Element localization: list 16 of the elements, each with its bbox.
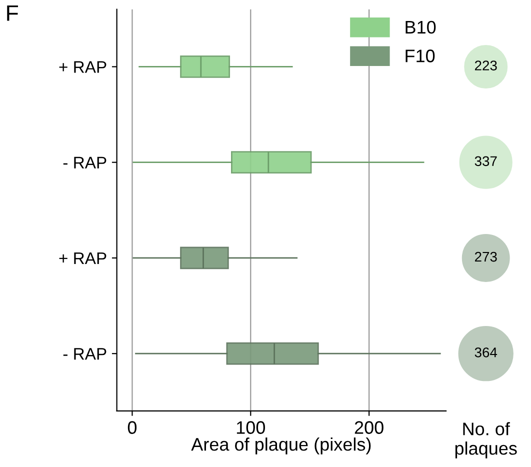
chart-title: F: [7, 5, 18, 21]
legend-label: F10: [406, 50, 435, 62]
x-tick-label: 0: [128, 421, 137, 434]
y-tick-label: + RAP: [59, 252, 106, 264]
data-label: 223: [474, 60, 497, 70]
legend-label: B10: [406, 20, 436, 34]
y-tick-label: - RAP: [63, 156, 106, 168]
x-axis-title: Area of plaque (pixels): [191, 438, 371, 454]
data-label: 337: [474, 156, 497, 166]
x-tick-label: 200: [354, 421, 384, 434]
text: No. of plaques: [455, 422, 517, 458]
x-tick-label: 100: [236, 421, 265, 434]
data-label: 364: [474, 347, 498, 358]
data-label: 273: [474, 252, 497, 262]
y-tick-label: - RAP: [63, 348, 106, 360]
y-tick-label: + RAP: [59, 61, 106, 73]
